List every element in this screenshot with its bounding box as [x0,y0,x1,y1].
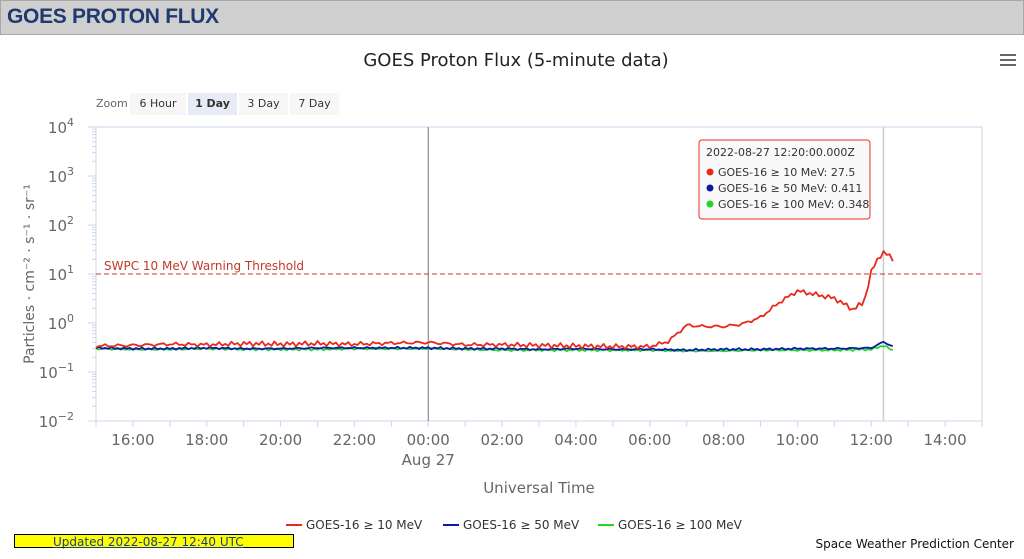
x-tick-label: 18:00 [185,431,228,449]
y-tick-label: 101 [48,263,74,284]
zoom-button-7-day[interactable]: 7 Day [290,93,339,115]
date-label: Aug 27 [402,451,455,469]
tooltip-marker [706,168,714,176]
y-tick-label: 103 [48,165,74,186]
zoom-button-label: 1 Day [195,97,230,110]
zoom-button-bg [239,93,288,115]
zoom-button-label: 7 Day [298,97,331,110]
y-tick-label: 102 [48,214,74,235]
y-tick-label: 104 [48,116,74,137]
zoom-button-1-day[interactable]: 1 Day [188,93,237,115]
zoom-controls: Zoom 6 Hour 1 Day 3 Day 7 Day [96,93,339,115]
y-tick-label: 100 [48,312,74,333]
zoom-button-6-hour[interactable]: 6 Hour [130,93,186,115]
x-axis-title: Universal Time [483,479,595,497]
zoom-button-3-day[interactable]: 3 Day [239,93,288,115]
threshold-label: SWPC 10 MeV Warning Threshold [104,259,304,273]
x-axis: 16:00 18:00 20:00 22:00 00:00 02:00 04:00 06:00… [95,421,983,469]
zoom-button-label: 3 Day [247,97,280,110]
zoom-button-label: 6 Hour [140,97,177,110]
zoom-button-bg [130,93,186,115]
series-line-50mev [95,340,894,353]
page-header: GOES PROTON FLUX [0,0,1024,35]
warning-threshold: SWPC 10 MeV Warning Threshold [96,259,982,275]
x-tick-label: 12:00 [850,431,893,449]
tooltip-series-label: GOES-16 ≥ 10 MeV: 27.5 [718,166,855,179]
x-tick-label: 20:00 [259,431,302,449]
tooltip-series-name: GOES-16 ≥ 100 MeV [718,198,832,211]
zoom-button-bg [290,93,339,115]
credit-text: Space Weather Prediction Center [815,537,1014,551]
legend-item[interactable]: GOES-16 ≥ 10 MeV [286,518,423,532]
y-axis: 10−2 10−1 100 101 102 103 104 [39,116,96,431]
x-tick-label: 16:00 [111,431,154,449]
x-tick-label: 06:00 [628,431,671,449]
chart-legend: GOES-16 ≥ 10 MeV GOES-16 ≥ 50 MeV GOES-16 … [286,518,743,532]
tooltip-marker [706,184,714,192]
series-line-10mev [95,250,894,350]
legend-item[interactable]: GOES-16 ≥ 50 MeV [443,518,580,532]
legend-label: GOES-16 ≥ 10 MeV [306,518,423,532]
updated-timestamp-link[interactable]: Updated 2022-08-27 12:40 UTC [14,534,294,549]
chart-title: GOES Proton Flux (5-minute data) [363,50,668,71]
tooltip-marker [706,200,714,208]
series-lines [95,250,894,353]
proton-flux-chart: GOES Proton Flux (5-minute data) Zoom 6 … [22,50,983,532]
tooltip-box [698,139,871,220]
x-tick-label: 08:00 [702,431,745,449]
page-title: GOES PROTON FLUX [7,5,219,28]
zoom-button-bg [188,93,237,115]
legend-item[interactable]: GOES-16 ≥ 100 MeV [598,518,743,532]
x-tick-label: 22:00 [333,431,376,449]
y-tick-label: 10−1 [39,361,74,382]
legend-label: GOES-16 ≥ 50 MeV [463,518,580,532]
y-axis-title: Particles · cm⁻² · s⁻¹ · sr⁻¹ [22,184,38,364]
data-tooltip: 2022-08-27 12:20:00.000Z GOES-16 ≥ 10 MeV… [698,139,871,220]
tooltip-series-value: 27.5 [831,166,856,179]
tooltip-series-name: GOES-16 ≥ 50 MeV [718,182,825,195]
x-tick-label: 14:00 [923,431,966,449]
tooltip-series-value: 0.411 [831,182,863,195]
chart-menu-icon[interactable] [1000,54,1016,68]
tooltip-series-label: GOES-16 ≥ 50 MeV: 0.411 [718,182,862,195]
zoom-label: Zoom [96,97,128,110]
legend-label: GOES-16 ≥ 100 MeV [618,518,743,532]
tooltip-series-value: 0.348 [838,198,870,211]
x-tick-label: 10:00 [776,431,819,449]
x-tick-label: 00:00 [407,431,450,449]
tooltip-series-label: GOES-16 ≥ 100 MeV: 0.348 [718,198,869,211]
y-tick-label: 10−2 [39,410,74,431]
tooltip-time: 2022-08-27 12:20:00.000Z [706,146,855,159]
x-tick-label: 04:00 [554,431,597,449]
tooltip-series-name: GOES-16 ≥ 10 MeV [718,166,825,179]
x-tick-label: 02:00 [480,431,523,449]
